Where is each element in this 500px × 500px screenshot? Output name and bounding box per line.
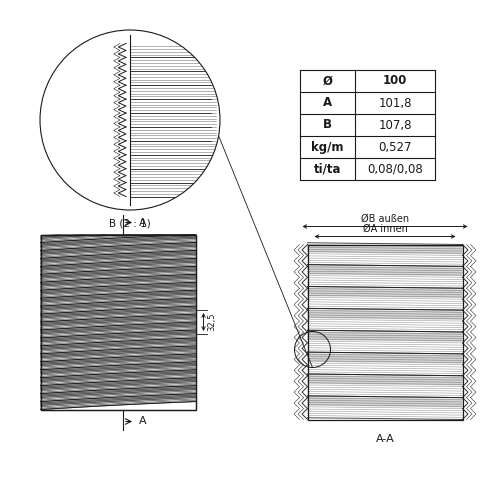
Text: 100: 100 (383, 74, 407, 88)
Text: 107,8: 107,8 (378, 118, 412, 132)
Polygon shape (308, 332, 462, 342)
Text: B: B (323, 118, 332, 132)
Text: Ø: Ø (322, 74, 332, 88)
Polygon shape (308, 397, 462, 407)
Bar (40, 234, 196, 410)
Text: ØB außen: ØB außen (361, 214, 409, 224)
Polygon shape (308, 288, 462, 298)
Bar (308, 244, 462, 420)
Bar (308, 244, 462, 420)
Text: A: A (323, 96, 332, 110)
Text: 32,5: 32,5 (208, 313, 216, 331)
Polygon shape (308, 266, 462, 276)
Bar (40, 234, 196, 410)
Polygon shape (308, 353, 462, 364)
Text: A-A: A-A (376, 434, 394, 444)
Polygon shape (308, 244, 462, 254)
Polygon shape (308, 310, 462, 320)
Text: kg/m: kg/m (311, 140, 344, 153)
Text: A: A (139, 218, 146, 228)
Text: 0,527: 0,527 (378, 140, 412, 153)
Text: A: A (139, 416, 146, 426)
Text: 0,08/0,08: 0,08/0,08 (367, 162, 423, 175)
Polygon shape (308, 375, 462, 386)
Text: ØA innen: ØA innen (362, 224, 408, 234)
Bar (40, 234, 196, 410)
Text: B (2 : 1): B (2 : 1) (109, 218, 151, 228)
Text: 101,8: 101,8 (378, 96, 412, 110)
Circle shape (40, 30, 220, 210)
Text: ti/ta: ti/ta (314, 162, 341, 175)
